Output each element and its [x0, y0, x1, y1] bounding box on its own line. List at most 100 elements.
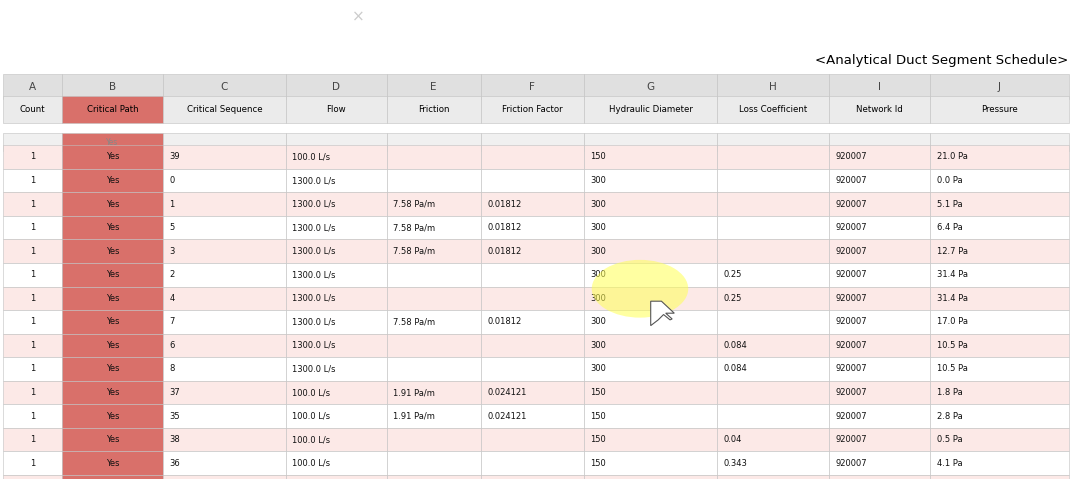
Text: Yes: Yes: [106, 294, 119, 303]
Bar: [62, 169, 163, 192]
Bar: [285, 169, 387, 192]
Text: D: D: [332, 82, 340, 91]
Bar: [829, 169, 930, 192]
Bar: [3, 286, 62, 310]
Bar: [829, 96, 930, 124]
Bar: [62, 310, 163, 334]
Text: Count: Count: [19, 105, 45, 114]
Bar: [163, 428, 285, 451]
Bar: [480, 145, 584, 169]
Text: 1: 1: [30, 200, 35, 208]
Bar: [387, 169, 480, 192]
Text: 100.0 L/s: 100.0 L/s: [292, 435, 330, 444]
Bar: [163, 286, 285, 310]
Bar: [3, 404, 62, 428]
Text: 920007: 920007: [835, 318, 867, 326]
Text: Hydraulic Diameter: Hydraulic Diameter: [609, 105, 693, 114]
Bar: [163, 404, 285, 428]
Bar: [285, 404, 387, 428]
Text: 0.01812: 0.01812: [487, 318, 521, 326]
Text: 0.343: 0.343: [724, 459, 747, 468]
Text: 150: 150: [591, 411, 606, 421]
Text: Yes: Yes: [106, 365, 119, 374]
Bar: [62, 428, 163, 451]
Bar: [829, 381, 930, 404]
Text: 0.5 Pa: 0.5 Pa: [937, 435, 963, 444]
Bar: [62, 404, 163, 428]
Bar: [62, 192, 163, 216]
Text: 0.084: 0.084: [724, 365, 747, 374]
Text: 920007: 920007: [835, 152, 867, 161]
Text: 1: 1: [30, 223, 35, 232]
Bar: [285, 475, 387, 479]
Bar: [62, 145, 163, 169]
Bar: [717, 475, 829, 479]
Bar: [387, 75, 480, 99]
Text: 4: 4: [169, 294, 175, 303]
Bar: [829, 240, 930, 263]
Text: <Analytical Duct Segment Schedule>: <Analytical Duct Segment Schedule>: [816, 55, 1069, 68]
Text: 920007: 920007: [835, 411, 867, 421]
Text: Yes: Yes: [106, 223, 119, 232]
Bar: [930, 75, 1069, 99]
Bar: [3, 428, 62, 451]
Bar: [3, 357, 62, 381]
Bar: [163, 381, 285, 404]
Bar: [829, 216, 930, 240]
Bar: [163, 357, 285, 381]
Text: Yes: Yes: [106, 137, 119, 147]
Bar: [930, 334, 1069, 357]
Bar: [717, 381, 829, 404]
Text: 920007: 920007: [835, 176, 867, 185]
Bar: [584, 381, 717, 404]
Bar: [584, 96, 717, 124]
Bar: [930, 169, 1069, 192]
Text: 35: 35: [169, 411, 180, 421]
Bar: [829, 133, 930, 151]
Text: Analytical Duct Segment Schedule: Analytical Duct Segment Schedule: [41, 10, 326, 25]
Bar: [480, 451, 584, 475]
Bar: [62, 75, 163, 99]
Text: 920007: 920007: [835, 294, 867, 303]
Bar: [163, 334, 285, 357]
Bar: [163, 451, 285, 475]
Bar: [13, 16, 64, 19]
Bar: [480, 357, 584, 381]
Bar: [829, 192, 930, 216]
Bar: [717, 192, 829, 216]
Bar: [387, 133, 480, 151]
Text: 2.8 Pa: 2.8 Pa: [937, 411, 963, 421]
Text: Pressure: Pressure: [981, 105, 1018, 114]
Bar: [930, 404, 1069, 428]
Bar: [717, 404, 829, 428]
Text: 31.4 Pa: 31.4 Pa: [937, 294, 968, 303]
Bar: [717, 428, 829, 451]
Bar: [930, 145, 1069, 169]
Text: 150: 150: [591, 435, 606, 444]
Text: Yes: Yes: [106, 152, 119, 161]
Bar: [717, 286, 829, 310]
Text: 1: 1: [30, 247, 35, 256]
Text: Yes: Yes: [106, 270, 119, 279]
Text: 1300.0 L/s: 1300.0 L/s: [292, 247, 336, 256]
Text: 7.58 Pa/m: 7.58 Pa/m: [393, 247, 435, 256]
Text: I: I: [878, 82, 881, 91]
Text: 10.5 Pa: 10.5 Pa: [937, 365, 968, 374]
Text: 300: 300: [591, 365, 607, 374]
Bar: [163, 133, 285, 151]
Bar: [285, 357, 387, 381]
Text: F: F: [530, 82, 535, 91]
Text: 0: 0: [169, 176, 175, 185]
Text: 1.8 Pa: 1.8 Pa: [937, 388, 963, 397]
Bar: [480, 216, 584, 240]
Bar: [387, 310, 480, 334]
Text: 5.1 Pa: 5.1 Pa: [937, 200, 963, 208]
Bar: [930, 310, 1069, 334]
Bar: [829, 310, 930, 334]
Text: 36: 36: [169, 459, 180, 468]
Text: E: E: [431, 82, 437, 91]
Bar: [387, 451, 480, 475]
Text: ×: ×: [352, 10, 364, 25]
Bar: [285, 96, 387, 124]
Bar: [62, 475, 163, 479]
